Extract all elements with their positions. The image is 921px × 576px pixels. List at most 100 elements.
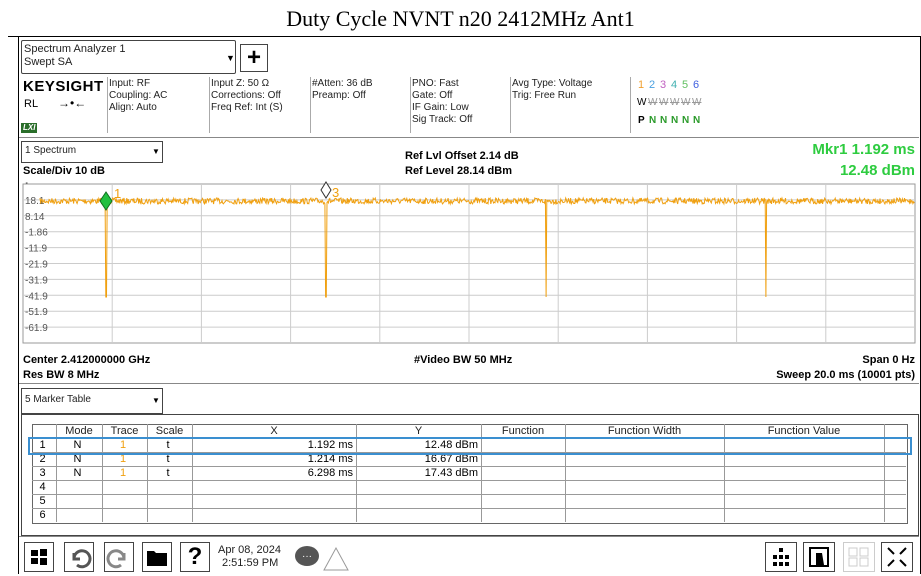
setting-divider: [510, 77, 511, 133]
column-header: Function Value: [767, 425, 841, 437]
y-axis-label: -11.9: [25, 244, 47, 255]
col-line: [565, 424, 566, 522]
table-cell: 17.43 dBm: [424, 467, 478, 479]
touch-button[interactable]: [803, 542, 835, 572]
setting: Input: RF: [109, 78, 151, 89]
table-cell: 3: [39, 467, 46, 479]
marker-readout-y: 12.48 dBm: [839, 162, 915, 179]
setting-divider: [310, 77, 311, 133]
setting-divider: [630, 77, 631, 133]
col-line: [147, 424, 148, 522]
layout-button[interactable]: [765, 542, 797, 572]
trace-detector: N: [660, 115, 668, 126]
setting: Sig Track: Off: [412, 114, 473, 125]
trace: [39, 196, 915, 298]
setting-divider: [209, 77, 210, 133]
setting: Preamp: Off: [312, 90, 366, 101]
table-grid: [32, 424, 908, 524]
setting: Input Z: 50 Ω: [211, 78, 270, 89]
split-button[interactable]: [843, 542, 875, 572]
column-header: Function: [501, 425, 545, 437]
y-axis-label: -41.9: [25, 291, 48, 302]
dropdown-arrow: ▼: [226, 53, 235, 63]
table-cell: 6.298 ms: [307, 467, 353, 479]
column-header: Trace: [110, 425, 139, 437]
notify-icons[interactable]: ···: [292, 542, 352, 572]
table-cell: 1: [119, 453, 127, 465]
trace-number: 2: [649, 79, 656, 91]
windows-button[interactable]: [24, 542, 54, 572]
app-selector[interactable]: [21, 40, 236, 74]
setting: Align: Auto: [109, 102, 157, 113]
add-button[interactable]: +: [240, 44, 268, 72]
table-cell: 16.67 dBm: [424, 453, 478, 465]
dropdown-arrow: ▼: [152, 396, 160, 405]
row-line: [32, 494, 906, 495]
table-cell: 4: [39, 481, 46, 493]
ref-offset: Ref Lvl Offset 2.14 dB: [405, 150, 519, 162]
col-line: [724, 424, 725, 522]
app-name: Spectrum Analyzer 1: [24, 43, 126, 55]
brand: KEYSIGHT: [23, 78, 104, 95]
col-line: [356, 424, 357, 522]
scale-div: Scale/Div 10 dB: [23, 165, 105, 177]
table-cell: t: [166, 439, 170, 451]
help-button[interactable]: ?: [180, 542, 210, 572]
svg-text:···: ···: [302, 551, 312, 562]
fullscreen-button[interactable]: [881, 542, 913, 572]
y-axis-label: -51.9: [25, 307, 48, 318]
marker-readout-x: Mkr1 1.192 ms: [812, 141, 915, 158]
col-line: [884, 424, 885, 522]
setting: IF Gain: Low: [412, 102, 469, 113]
ref-level: Ref Level 28.14 dBm: [405, 165, 512, 177]
table-cell: N: [73, 453, 82, 465]
marker-label: 1: [114, 186, 121, 201]
table-cell: 1: [119, 467, 127, 479]
time: 2:51:59 PM: [222, 557, 279, 569]
table-cell: N: [73, 467, 82, 479]
undo-button[interactable]: [64, 542, 94, 572]
trace-number: 3: [660, 79, 667, 91]
table-window-selector[interactable]: [21, 388, 163, 414]
table-cell: 1.192 ms: [307, 439, 353, 451]
divider: [19, 383, 919, 384]
span: Span 0 Hz: [862, 354, 915, 366]
table-cell: t: [166, 467, 170, 479]
column-header: Scale: [155, 425, 184, 437]
trace-number: 1: [638, 79, 645, 91]
setting-divider: [107, 77, 108, 133]
row-line: [32, 466, 906, 467]
table-cell: 1.214 ms: [307, 453, 353, 465]
trace-type: W: [659, 97, 669, 108]
setting: Gate: Off: [412, 90, 453, 101]
redo-button[interactable]: [104, 542, 134, 572]
selected-row: [28, 437, 912, 455]
column-header: Y: [414, 425, 423, 437]
trace-number: 4: [671, 79, 678, 91]
column-header: Function Width: [607, 425, 682, 437]
marker-label: 3: [332, 185, 339, 200]
setting-divider: [410, 77, 411, 133]
y-axis-label: -1.86: [25, 228, 48, 239]
date: Apr 08, 2024: [218, 544, 281, 556]
page-title: Duty Cycle NVNT n20 2412MHz Ant1: [286, 6, 635, 31]
trace-detector: N: [682, 115, 690, 126]
col-line: [481, 424, 482, 522]
col-line: [192, 424, 193, 522]
trace-detector: N: [671, 115, 679, 126]
trace-type: W: [681, 97, 691, 108]
divider: [19, 137, 919, 138]
setting: Corrections: Off: [211, 90, 281, 101]
table-cell: 6: [39, 509, 46, 521]
row-line: [32, 452, 906, 453]
col-line: [102, 424, 103, 522]
window-name: 1 Spectrum: [25, 145, 77, 156]
table-cell: t: [166, 453, 170, 465]
row-line: [32, 508, 906, 509]
window-selector[interactable]: [21, 141, 163, 163]
trace-type: W: [692, 97, 702, 108]
folder-button[interactable]: [142, 542, 172, 572]
y-axis-label: -61.9: [25, 323, 48, 334]
app-mode: Swept SA: [24, 56, 73, 68]
